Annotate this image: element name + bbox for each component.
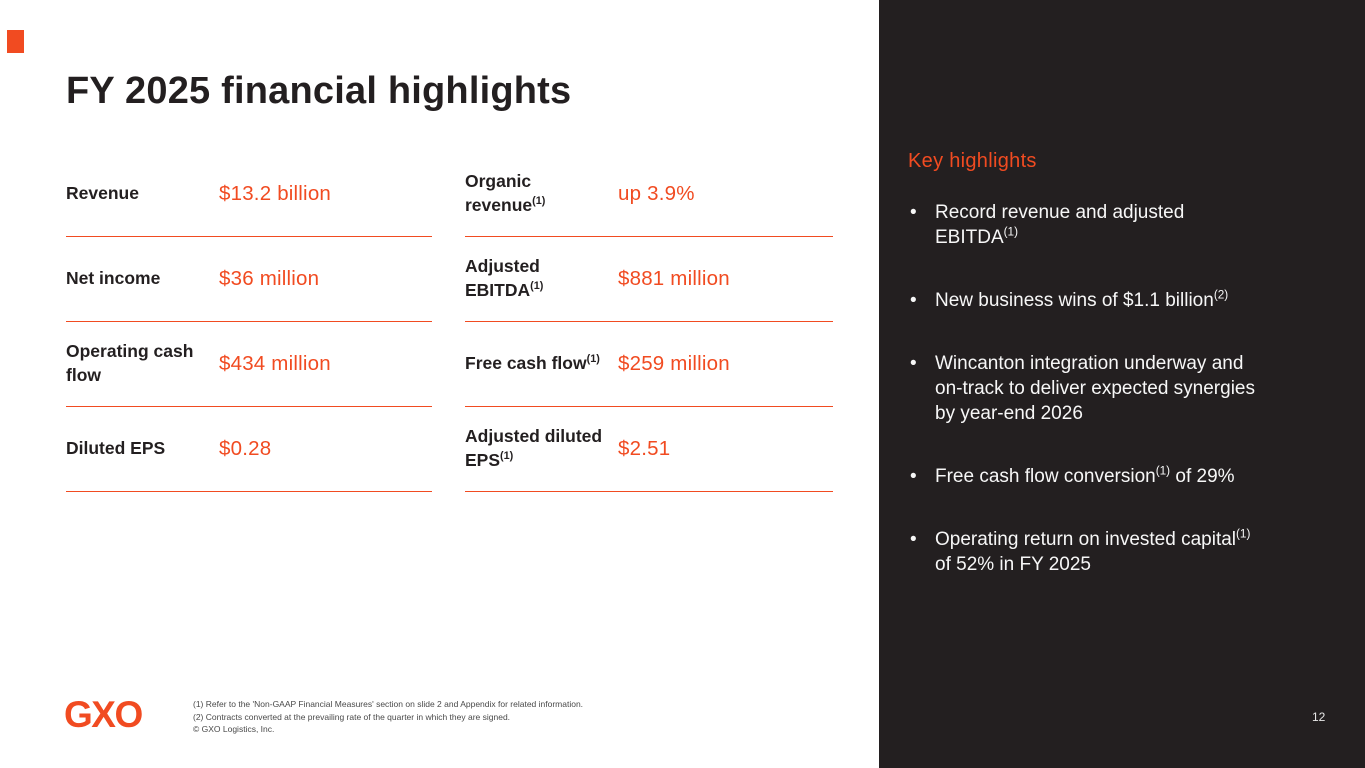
metric-value: $881 million <box>618 267 730 290</box>
metric-free-cash-flow: Free cash flow(1) $259 million <box>465 322 833 407</box>
metric-revenue: Revenue $13.2 billion <box>66 152 432 237</box>
metric-label: Net income <box>66 267 219 291</box>
metric-label-text: Revenue <box>66 183 139 204</box>
footnote-1: (1) Refer to the 'Non-GAAP Financial Mea… <box>193 699 584 709</box>
key-highlights-panel: Key highlights Record revenue and adjust… <box>879 0 1365 768</box>
key-highlight-item: Operating return on invested capital(1) … <box>908 527 1260 577</box>
metric-value: $434 million <box>219 352 331 375</box>
metric-value: $36 million <box>219 267 320 290</box>
metric-label-text: Diluted EPS <box>66 438 166 459</box>
metric-label: Organic revenue(1) <box>465 170 618 217</box>
slide-title: FY 2025 financial highlights <box>66 70 572 112</box>
metric-label-sup: (1) <box>530 280 544 293</box>
metric-label: Free cash flow(1) <box>465 352 618 376</box>
metric-label-sup: (1) <box>586 353 600 366</box>
metric-label: Diluted EPS <box>66 437 219 461</box>
metric-operating-cash-flow: Operating cash flow $434 million <box>66 322 432 407</box>
metric-label: Revenue <box>66 182 219 206</box>
metric-value: $2.51 <box>618 437 671 460</box>
metric-adjusted-diluted-eps: Adjusted diluted EPS(1) $2.51 <box>465 407 833 492</box>
bullet-text: Wincanton integration underway and on-tr… <box>935 353 1255 424</box>
metric-value: up 3.9% <box>618 182 695 205</box>
key-highlight-item: Record revenue and adjusted EBITDA(1) <box>908 200 1260 250</box>
metric-value: $259 million <box>618 352 730 375</box>
metric-value: $13.2 billion <box>219 182 332 205</box>
metric-label: Adjusted diluted EPS(1) <box>465 425 618 472</box>
footnote-2: (2) Contracts converted at the prevailin… <box>193 711 511 722</box>
metric-label-text: Organic revenue <box>465 171 533 215</box>
bullet-text: New business wins of $1.1 billion <box>935 290 1214 311</box>
bullet-text: of 29% <box>1170 466 1235 487</box>
footnote-copyright: © GXO Logistics, Inc. <box>193 724 275 734</box>
metric-net-income: Net income $36 million <box>66 237 432 322</box>
metric-value: $0.28 <box>219 437 272 460</box>
bullet-text: Record revenue and adjusted EBITDA <box>935 202 1185 248</box>
bullet-sup: (1) <box>1155 464 1171 478</box>
metric-label-sup: (1) <box>500 450 514 463</box>
bullet-sup: (1) <box>1236 527 1251 541</box>
metric-label-text: Net income <box>66 268 161 289</box>
metric-label-text: Free cash flow <box>465 353 587 374</box>
footnotes: (1) Refer to the 'Non-GAAP Financial Mea… <box>193 698 733 736</box>
key-highlights-list: Record revenue and adjusted EBITDA(1) Ne… <box>908 200 1260 615</box>
page-number: 12 <box>1312 710 1326 724</box>
metric-label-sup: (1) <box>532 195 546 208</box>
gxo-logo: GXO <box>64 694 143 735</box>
key-highlight-item: New business wins of $1.1 billion(2) <box>908 288 1260 313</box>
metric-label-text: Operating cash flow <box>66 341 194 385</box>
metric-label: Operating cash flow <box>66 340 219 387</box>
metric-label-text: Adjusted EBITDA <box>465 256 540 300</box>
bullet-sup: (1) <box>1003 225 1019 239</box>
bullet-text: Operating return on invested capital <box>935 529 1237 550</box>
bullet-text: Free cash flow conversion <box>935 466 1156 487</box>
metrics-grid: Revenue $13.2 billion Organic revenue(1)… <box>66 152 833 492</box>
metric-label: Adjusted EBITDA(1) <box>465 255 618 302</box>
key-highlights-heading: Key highlights <box>908 150 1037 172</box>
bullet-sup: (2) <box>1213 288 1229 302</box>
metric-diluted-eps: Diluted EPS $0.28 <box>66 407 432 492</box>
metric-label-text: Adjusted diluted EPS <box>465 426 603 470</box>
metric-adjusted-ebitda: Adjusted EBITDA(1) $881 million <box>465 237 833 322</box>
key-highlight-item: Wincanton integration underway and on-tr… <box>908 351 1260 426</box>
metric-organic-revenue: Organic revenue(1) up 3.9% <box>465 152 833 237</box>
bullet-text: of 52% in FY 2025 <box>935 554 1091 575</box>
key-highlight-item: Free cash flow conversion(1) of 29% <box>908 464 1260 489</box>
brand-accent-mark <box>7 30 24 53</box>
